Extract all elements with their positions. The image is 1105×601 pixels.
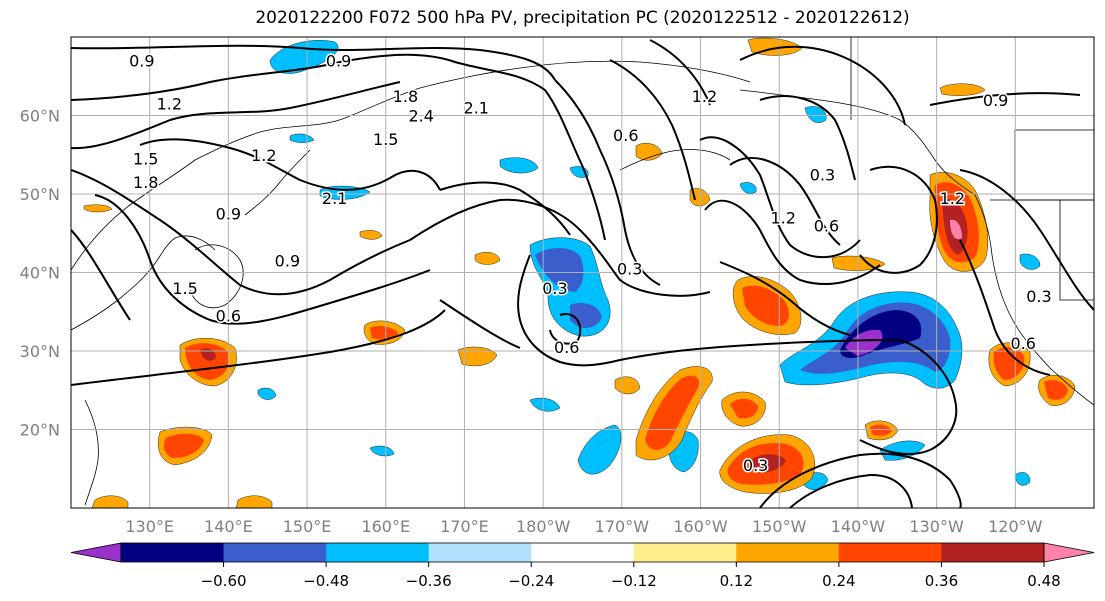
contour-label: 0.3: [810, 165, 835, 184]
contour-label: 0.6: [216, 307, 241, 326]
contour-label: 1.5: [373, 130, 398, 149]
contour-label: 1.2: [251, 146, 276, 165]
colorbar-tick-label: 0.24: [822, 572, 855, 590]
contour-label: 0.9: [983, 91, 1008, 110]
colorbar-tick-label: −0.12: [611, 572, 657, 590]
longitude-labels: 130°E 140°E 150°E 160°E 170°E 180°W 170°W 160°W…: [125, 517, 1042, 536]
colorbar-tick-label: −0.24: [508, 572, 554, 590]
contour-label: 0.9: [326, 52, 351, 71]
colorbar-tick-label: 0.12: [720, 572, 753, 590]
contour-label: 1.5: [172, 279, 197, 298]
latitude-labels: 20°N 30°N 40°N 50°N 60°N: [20, 107, 60, 440]
coastlines: [71, 37, 1094, 506]
contour-label: 2.1: [464, 99, 489, 118]
colorbar-extend-high: [1043, 542, 1095, 563]
lat-tick-label: 60°N: [20, 107, 60, 126]
lon-tick-label: 150°E: [283, 517, 332, 536]
contour-label: 0.9: [275, 252, 300, 271]
lon-tick-label: 150°W: [752, 517, 807, 536]
colorbar-segment: [121, 543, 225, 562]
lon-tick-label: 170°W: [595, 517, 650, 536]
colorbar-segment: [736, 543, 840, 562]
colorbar-frame: [120, 542, 1045, 563]
colorbar-tick-label: −0.48: [303, 572, 349, 590]
lon-tick-label: 130°W: [909, 517, 964, 536]
contour-label: 0.6: [814, 216, 839, 235]
contour-label: 0.3: [542, 279, 567, 298]
contour-label: 1.8: [133, 173, 158, 192]
colorbar-segment: [223, 543, 327, 562]
lon-tick-label: 180°W: [516, 517, 571, 536]
contour-label: 0.3: [1026, 287, 1051, 306]
colorbar-tick-label: −0.36: [406, 572, 452, 590]
contour-label: 2.4: [408, 107, 433, 126]
lon-tick-label: 120°W: [988, 517, 1043, 536]
colorbar-tick-label: −0.60: [201, 572, 247, 590]
lat-tick-label: 20°N: [20, 421, 60, 440]
contour-label: 0.3: [743, 456, 768, 475]
contour-label: 1.5: [133, 150, 158, 169]
lon-tick-label: 140°W: [831, 517, 886, 536]
contour-label: 1.2: [692, 87, 717, 106]
contour-label: 1.2: [157, 95, 182, 114]
lat-tick-label: 30°N: [20, 342, 60, 361]
contour-labels: 0.91.20.91.82.4 2.11.51.21.51.82.10.90.91…: [128, 50, 1054, 476]
colorbar-segment: [633, 543, 737, 562]
colorbar-segment: [941, 543, 1045, 562]
colorbar-tick-label: 0.36: [925, 572, 958, 590]
contour-label: 0.3: [617, 260, 642, 279]
contour-label: 0.6: [554, 338, 579, 357]
figure-title: 2020122200 F072 500 hPa PV, precipitatio…: [255, 8, 910, 28]
contour-label: 0.6: [1010, 334, 1035, 353]
lon-tick-label: 160°W: [673, 517, 728, 536]
colorbar-segment: [531, 543, 635, 562]
colorbar-segment: [326, 543, 430, 562]
lon-tick-label: 160°E: [361, 517, 410, 536]
lat-tick-label: 40°N: [20, 264, 60, 283]
contour-label: 2.1: [322, 189, 347, 208]
lon-tick-label: 130°E: [125, 517, 174, 536]
contour-label: 0.9: [129, 52, 154, 71]
lat-tick-label: 50°N: [20, 185, 60, 204]
colorbar-segment: [428, 543, 532, 562]
colorbar-segment: [838, 543, 942, 562]
contour-label: 1.2: [770, 209, 795, 228]
pv-contours: [71, 39, 1094, 508]
contour-label: 0.6: [613, 126, 638, 145]
colorbar-tick-label: 0.48: [1027, 572, 1060, 590]
lon-tick-label: 140°E: [204, 517, 253, 536]
contour-label: 1.2: [940, 189, 965, 208]
map-frame: [70, 36, 1095, 509]
lon-tick-label: 170°E: [440, 517, 489, 536]
colorbar-extend-low: [70, 542, 122, 563]
contour-label: 0.9: [216, 205, 241, 224]
colorbar: −0.60 −0.48 −0.36 −0.24 −0.12 0.12 0.24 0.36 0.4…: [70, 542, 1095, 590]
contour-label: 1.8: [393, 87, 418, 106]
